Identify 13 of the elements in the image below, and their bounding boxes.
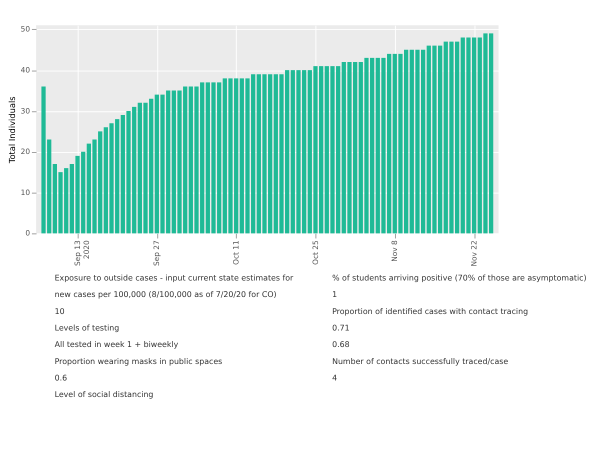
x-tick-label: Oct 25 — [310, 240, 320, 265]
x-tick-label: Nov 22 — [469, 240, 478, 267]
x-tick-label: Sep 27 — [152, 240, 162, 266]
y-tick-label: 50 — [20, 24, 30, 34]
y-tick-label: 30 — [20, 106, 30, 116]
x-tick-label: Oct 11 — [231, 240, 240, 265]
y-tick-label: 10 — [20, 188, 30, 197]
y-tick-label: 0 — [25, 228, 30, 238]
x-tick-label: Nov 8 — [390, 240, 400, 262]
x-tick-label: Sep 13 2020 — [72, 240, 92, 266]
y-tick-label: 20 — [20, 147, 30, 156]
y-tick-label: 40 — [20, 65, 30, 74]
y-axis-title: Total Individuals — [7, 96, 18, 164]
